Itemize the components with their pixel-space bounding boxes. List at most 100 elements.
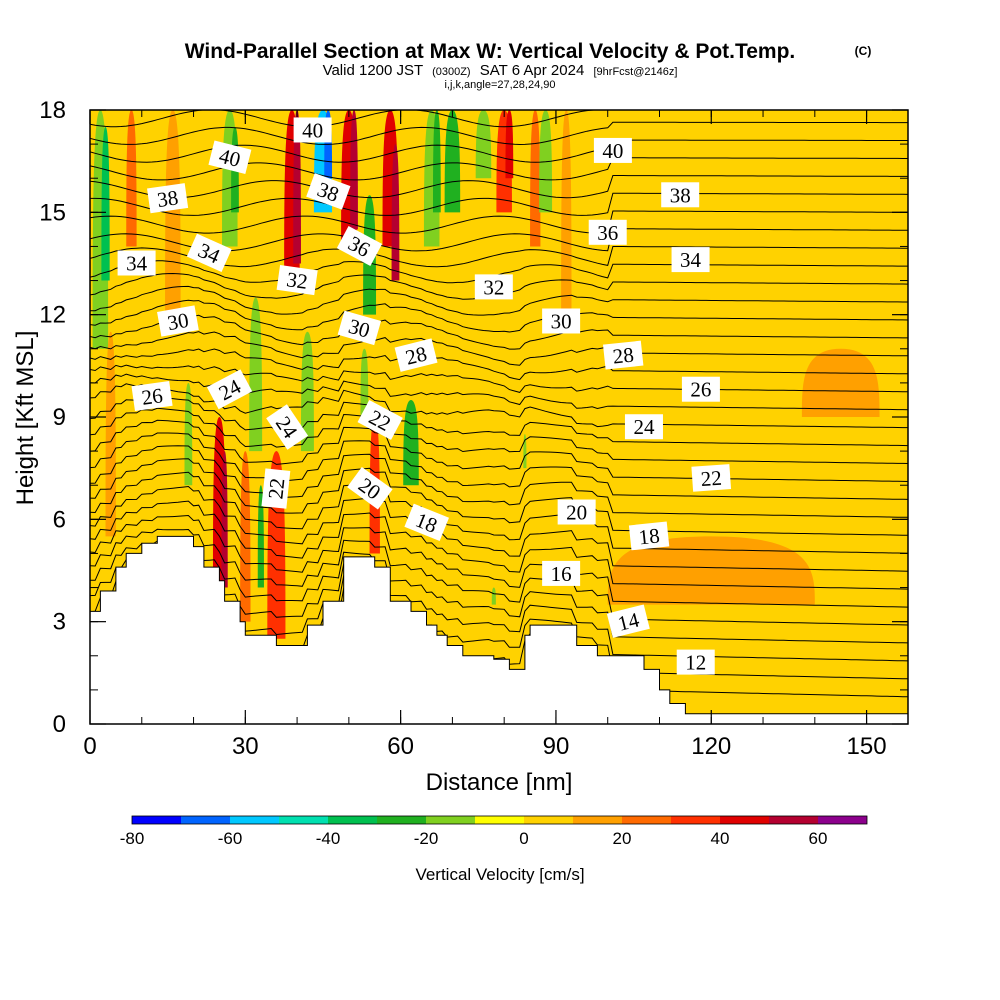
theta-label: 30 xyxy=(157,305,199,337)
y-tick-label: 12 xyxy=(39,302,66,329)
w-cell-2 xyxy=(105,331,116,537)
copyright-mark: (C) xyxy=(855,44,872,58)
isentrope xyxy=(90,540,908,644)
theta-label-text: 32 xyxy=(285,267,309,294)
theta-label-text: 34 xyxy=(680,248,702,272)
theta-label: 32 xyxy=(474,274,513,300)
theta-label: 26 xyxy=(681,376,720,402)
chart-subtitle-indices: i,j,k,angle=27,28,24,90 xyxy=(444,79,555,91)
subtitle-fcst: [9hrFcst@2146z] xyxy=(593,66,677,78)
isentrope xyxy=(90,383,908,429)
theta-label-text: 30 xyxy=(166,308,191,335)
theta-label: 34 xyxy=(117,250,156,276)
subtitle-utc: (0300Z) xyxy=(432,66,471,78)
theta-label: 36 xyxy=(588,219,627,245)
colorbar: -80 -60 -40 -20 0 20 40 60 xyxy=(120,815,868,848)
colorbar-swatch xyxy=(524,816,573,824)
colorbar-frame xyxy=(131,815,868,825)
colorbar-swatch xyxy=(230,816,279,824)
x-tick-label: 60 xyxy=(387,733,414,760)
isentrope xyxy=(90,285,908,316)
theta-label: 22 xyxy=(691,464,732,492)
theta-label-text: 38 xyxy=(156,185,180,212)
w-cell-12 xyxy=(257,485,264,588)
theta-label-text: 28 xyxy=(612,343,635,369)
isentrope xyxy=(90,514,908,608)
w-cell-10 xyxy=(240,451,251,622)
w-cell-30 xyxy=(444,110,461,213)
colorbar-swatch xyxy=(720,816,769,824)
theta-label: 34 xyxy=(671,247,710,273)
theta-label: 28 xyxy=(602,340,644,370)
w-cell-3 xyxy=(126,110,137,247)
y-tick-label: 0 xyxy=(53,711,66,738)
colorbar-swatch xyxy=(573,816,622,824)
isentrope xyxy=(90,396,908,447)
theta-label-text: 38 xyxy=(670,183,691,207)
colorbar-tick-label: 60 xyxy=(809,829,828,848)
isentrope xyxy=(90,121,908,146)
theta-label: 38 xyxy=(147,183,189,214)
x-tick-label: 0 xyxy=(83,733,96,760)
isentrope xyxy=(90,500,908,590)
colorbar-swatch xyxy=(671,816,720,824)
theta-label: 38 xyxy=(661,182,700,208)
theta-label: 16 xyxy=(542,560,581,586)
theta-label: 30 xyxy=(337,310,382,346)
theta-label: 26 xyxy=(131,381,173,412)
subtitle-date: SAT 6 Apr 2024 xyxy=(480,62,585,79)
isentrope xyxy=(90,471,908,554)
isentrope xyxy=(90,175,908,199)
w-cell-1 xyxy=(101,127,110,281)
colorbar-swatch xyxy=(475,816,524,824)
y-tick-label: 15 xyxy=(39,199,66,226)
x-axis-label: Distance [nm] xyxy=(426,769,573,796)
theta-label-text: 36 xyxy=(597,221,618,245)
theta-label: 12 xyxy=(676,649,715,675)
chart-title: Wind-Parallel Section at Max W: Vertical… xyxy=(185,40,796,63)
colorbar-tick-label: -20 xyxy=(414,829,439,848)
isentrope xyxy=(90,551,908,662)
x-tick-label: 90 xyxy=(543,733,570,760)
isentrope xyxy=(90,432,908,500)
w-cell-38 xyxy=(561,110,572,315)
isentrope xyxy=(90,246,908,268)
theta-label: 14 xyxy=(606,604,650,638)
theta-label-text: 30 xyxy=(551,309,572,333)
theta-label: 30 xyxy=(542,308,581,334)
x-tick-label: 150 xyxy=(847,733,887,760)
theta-label-text: 40 xyxy=(602,139,623,163)
colorbar-swatch xyxy=(279,816,328,824)
y-axis-label: Height [Kft MSL] xyxy=(12,331,39,506)
colorbar-tick-label: -60 xyxy=(218,829,243,848)
w-cell-21 xyxy=(350,110,358,230)
x-tick-label: 30 xyxy=(232,733,259,760)
theta-label-text: 16 xyxy=(551,562,572,586)
colorbar-swatch xyxy=(769,816,818,824)
isentrope xyxy=(90,210,908,234)
theta-label-text: 40 xyxy=(302,118,323,142)
theta-label-text: 18 xyxy=(637,523,660,549)
isentrope xyxy=(90,458,908,536)
theta-label-text: 20 xyxy=(566,501,587,525)
theta-label: 18 xyxy=(628,521,670,551)
theta-label: 20 xyxy=(557,499,596,525)
colorbar-swatch xyxy=(132,816,181,824)
isentrope xyxy=(90,485,908,572)
w-cell-37 xyxy=(539,110,553,213)
theta-label-text: 12 xyxy=(685,651,706,675)
w-cell-39 xyxy=(607,536,815,605)
chart-subtitle: Valid 1200 JST (0300Z) SAT 6 Apr 2024 [9… xyxy=(323,62,678,79)
theta-label: 22 xyxy=(261,468,291,509)
y-tick-label: 9 xyxy=(53,404,66,431)
y-tick-label: 3 xyxy=(53,609,66,636)
theta-label-text: 22 xyxy=(700,466,723,491)
theta-label: 28 xyxy=(394,338,438,372)
isentrope xyxy=(90,364,908,393)
colorbar-tick-label: 0 xyxy=(519,829,528,848)
theta-label-text: 24 xyxy=(633,415,655,439)
colorbar-swatch xyxy=(377,816,426,824)
w-cell-31 xyxy=(475,110,492,179)
